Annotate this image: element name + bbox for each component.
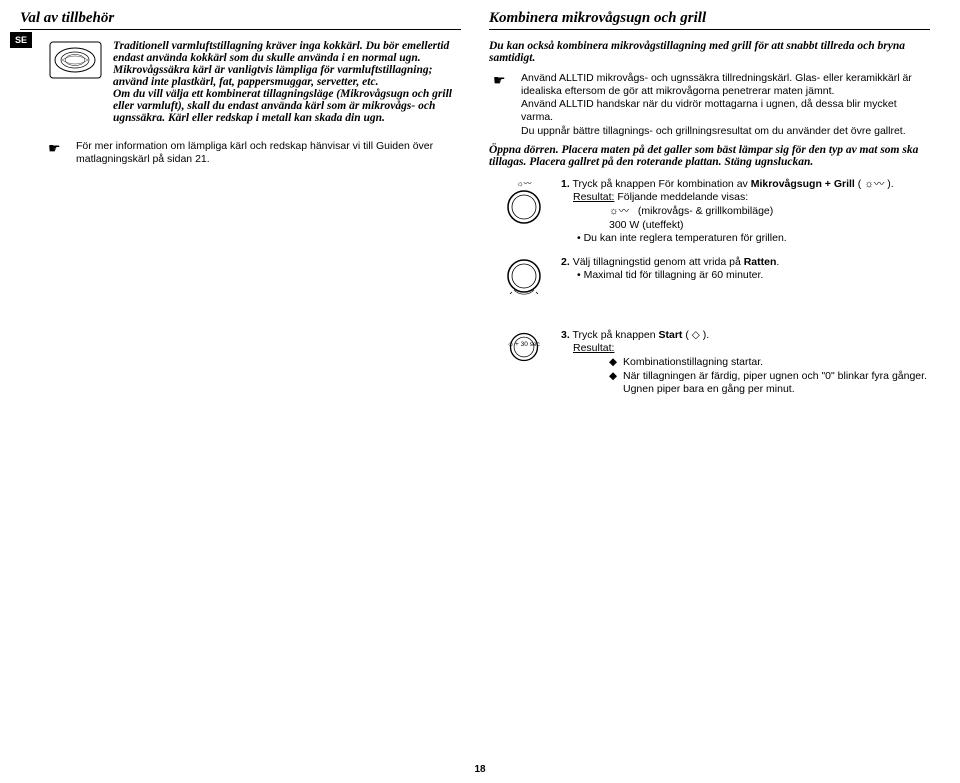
step2-num: 2. <box>561 256 570 268</box>
left-note: För mer information om lämpliga kärl och… <box>76 140 461 166</box>
right-column: Kombinera mikrovågsugn och grill Du kan … <box>489 10 930 397</box>
step3-bold: Start <box>659 329 683 341</box>
left-column: Val av tillbehör Traditionell varmluftst… <box>20 10 461 397</box>
step1-result-label: Resultat: <box>573 191 614 203</box>
step2-content: 2. Välj tillagningstid genom att vrida p… <box>561 256 930 283</box>
right-intro: Du kan också kombinera mikrovågstillagni… <box>489 40 930 64</box>
step1-result2: (mikrovågs- & grillkombiläge) <box>638 205 773 217</box>
start-knob-icon: ◇ + 30 sec <box>499 329 549 370</box>
left-intro: Traditionell varmluftstillagning kräver … <box>113 40 461 124</box>
step2-text: Välj tillagningstid genom att vrida på <box>573 256 744 268</box>
step3-num: 3. <box>561 329 570 341</box>
dial-knob-icon <box>499 256 549 301</box>
step2-bold: Ratten <box>744 256 777 268</box>
step1-num: 1. <box>561 178 570 190</box>
combo-knob-icon: ☼〰 <box>499 178 549 232</box>
step3-result-label: Resultat: <box>573 342 614 354</box>
step1-label: Tryck på knappen För kombination av <box>573 178 751 190</box>
left-title: Val av tillbehör <box>20 10 461 30</box>
pointer-icon: ☛ <box>48 140 66 166</box>
step1-bullet: Du kan inte reglera temperaturen för gri… <box>584 232 787 244</box>
step1-bold: Mikrovågsugn + Grill <box>751 178 855 190</box>
step2-bullet: Maximal tid för tillagning är 60 minuter… <box>584 269 764 281</box>
open-door-text: Öppna dörren. Placera maten på det galle… <box>489 144 930 168</box>
dish-icon <box>48 40 103 124</box>
step3-sub2: När tillagningen är färdig, piper ugnen … <box>623 370 930 397</box>
diamond-icon: ◆ <box>609 356 619 370</box>
step3-icon-label: + 30 sec <box>515 341 540 348</box>
step3-content: 3. Tryck på knappen Start ( ◇ ). Resulta… <box>561 329 930 397</box>
right-title: Kombinera mikrovågsugn och grill <box>489 10 930 30</box>
step3-text: Tryck på knappen <box>573 329 659 341</box>
pointer-icon: ☛ <box>493 72 511 138</box>
step1-result1: Följande meddelande visas: <box>617 191 748 203</box>
language-badge: SE <box>10 32 32 48</box>
step1-content: 1. Tryck på knappen För kombination av M… <box>561 178 930 246</box>
step1-result3: 300 W (uteffekt) <box>609 219 684 231</box>
diamond-icon: ◆ <box>609 370 619 397</box>
step3-sub1: Kombinationstillagning startar. <box>623 356 763 370</box>
page-number: 18 <box>0 764 960 775</box>
right-tips: Använd ALLTID mikrovågs- och ugnssäkra t… <box>521 72 930 138</box>
